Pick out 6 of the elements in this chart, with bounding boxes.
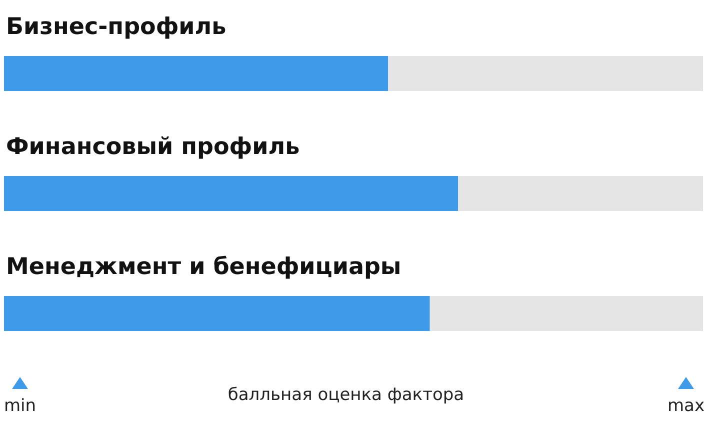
text: max bbox=[667, 396, 705, 416]
y-tick-label: Бизнес-профиль bbox=[6, 14, 226, 40]
y-tick-label: Финансовый профиль bbox=[6, 134, 300, 160]
y-tick-label: Менеджмент и бенефициары bbox=[6, 254, 402, 280]
text: min bbox=[4, 396, 36, 416]
x-axis-title: балльная оценка фактора bbox=[228, 385, 464, 405]
